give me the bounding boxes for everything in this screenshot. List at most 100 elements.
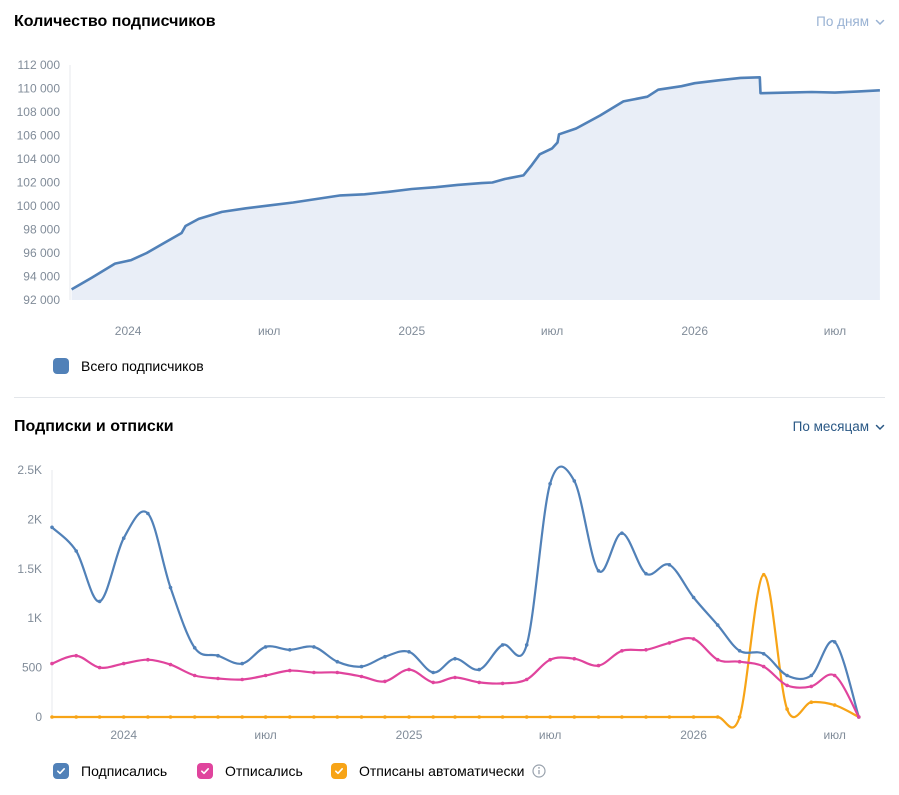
subscribed-point (383, 654, 387, 659)
y-tick-label: 2K (27, 512, 42, 526)
subscribed-point (548, 482, 552, 486)
subscribed-point (216, 653, 220, 658)
auto-unsubscribed-point (691, 715, 696, 719)
auto-unsubscribed-point (407, 715, 411, 719)
unsubscribed-point (192, 673, 197, 678)
subs-unsubs-period-dropdown[interactable]: По месяцам (793, 419, 885, 434)
auto-unsubscribed-point (74, 715, 78, 719)
subscribed-point (809, 673, 814, 678)
unsubscribed-point (667, 641, 672, 645)
subscribers-title: Количество подписчиков (14, 13, 216, 30)
x-tick-label: июл (824, 324, 846, 338)
subscribed-point (620, 531, 624, 535)
auto-unsubscribed-point (168, 715, 173, 719)
y-tick-label: 112 000 (18, 58, 61, 72)
x-tick-label: 2025 (396, 728, 423, 742)
auto-unsubscribed-point (620, 715, 624, 719)
subscribed-point (74, 549, 78, 553)
subscribed-point (431, 670, 436, 675)
auto-unsubscribed-point (383, 715, 387, 719)
unsubscribed-point (312, 670, 316, 675)
x-tick-label: 2025 (398, 324, 425, 338)
legend-auto-unsubscribed[interactable]: Отписаны автоматически (331, 763, 546, 779)
unsubscribed-point (737, 659, 742, 664)
auto-unsubscribed-point (192, 715, 197, 719)
subscribers-period-label: По дням (816, 14, 869, 29)
legend-unsubscribed[interactable]: Отписались (197, 763, 303, 779)
legend-auto-unsubscribed-label: Отписаны автоматически (359, 763, 525, 779)
unsubscribed-point (857, 715, 861, 719)
auto-unsubscribed-point (596, 715, 601, 719)
y-tick-label: 0 (35, 710, 42, 724)
chevron-down-icon (875, 424, 885, 430)
auto-unsubscribed-point (500, 715, 505, 719)
legend-total-subscribers-label: Всего подписчиков (81, 358, 204, 374)
y-tick-label: 1K (27, 611, 42, 625)
unsubscribed-point (431, 680, 436, 685)
x-tick-label: 2024 (110, 728, 137, 742)
auto-unsubscribed-point (288, 715, 292, 719)
auto-unsubscribed-point (431, 715, 436, 719)
x-tick-label: 2024 (115, 324, 142, 338)
unsubscribed-point (477, 680, 482, 685)
subscribed-line (51, 465, 860, 718)
auto-unsubscribed-point (97, 715, 102, 719)
unsubscribed-point (50, 661, 54, 666)
subscribers-period-dropdown[interactable]: По дням (816, 14, 885, 29)
auto-unsubscribed-point (477, 715, 482, 719)
subscribed-point (192, 646, 197, 650)
auto-unsubscribed-point (524, 715, 529, 719)
subscribed-point (359, 664, 364, 669)
subscribers-chart: 92 000 94 000 96 000 98 000 100 000 102 000 10… (17, 58, 880, 338)
auto-unsubscribed-point (312, 715, 316, 719)
x-tick-label: 2026 (680, 728, 707, 742)
check-icon (201, 768, 209, 775)
y-tick-label: 92 000 (23, 293, 60, 307)
total-subscribers-line (70, 76, 880, 291)
unsubscribed-point (691, 637, 696, 641)
subscribed-point (335, 659, 340, 664)
subscribed-point (691, 595, 696, 600)
auto-unsubscribed-point (240, 715, 244, 719)
unsubscribed-point (453, 675, 457, 680)
auto-unsubscribed-point (335, 715, 340, 719)
legend-total-subscribers[interactable]: Всего подписчиков (53, 358, 204, 374)
x-tick-label: 2026 (681, 324, 708, 338)
unsubscribed-point (761, 664, 766, 669)
y-tick-label: 110 000 (18, 82, 61, 96)
unsubscribed-point (644, 648, 648, 652)
checkbox-auto-unsubscribed (331, 763, 347, 779)
y-tick-label: 100 000 (17, 199, 61, 213)
chevron-down-icon (875, 19, 885, 25)
checkbox-subscribed (53, 763, 69, 779)
unsubscribed-point (168, 662, 173, 667)
auto-unsubscribed-point (667, 715, 672, 719)
unsubscribed-point (500, 681, 505, 686)
y-tick-label: 2.5K (17, 463, 42, 477)
unsubscribed-point (524, 677, 529, 682)
subscribed-point (572, 479, 577, 483)
y-tick-label: 96 000 (23, 246, 60, 260)
subscribed-point (832, 640, 837, 644)
y-tick-label: 104 000 (17, 152, 61, 166)
subscribed-point (667, 563, 672, 567)
auto-unsubscribed-point (216, 715, 220, 719)
auto-unsubscribed-point (121, 715, 126, 719)
legend-subscribed[interactable]: Подписались (53, 763, 167, 779)
auto-unsubscribed-point (809, 700, 814, 704)
info-icon[interactable] (531, 764, 546, 778)
auto-unsubscribed-point (50, 715, 54, 719)
x-tick-label: июл (823, 728, 845, 742)
subscribed-point (240, 661, 244, 666)
x-tick-label: июл (254, 728, 276, 742)
subs-unsubs-title: Подписки и отписки (14, 418, 174, 435)
auto-unsubscribed-point (572, 715, 577, 719)
subscribed-point (596, 569, 601, 573)
subscribed-point (453, 656, 457, 661)
y-tick-label: 108 000 (17, 105, 61, 119)
unsubscribed-point (97, 665, 102, 670)
auto-unsubscribed-point (548, 715, 552, 719)
subscribed-point (168, 585, 173, 590)
total-subscribers-area (71, 77, 880, 300)
subscribed-point (477, 667, 482, 672)
